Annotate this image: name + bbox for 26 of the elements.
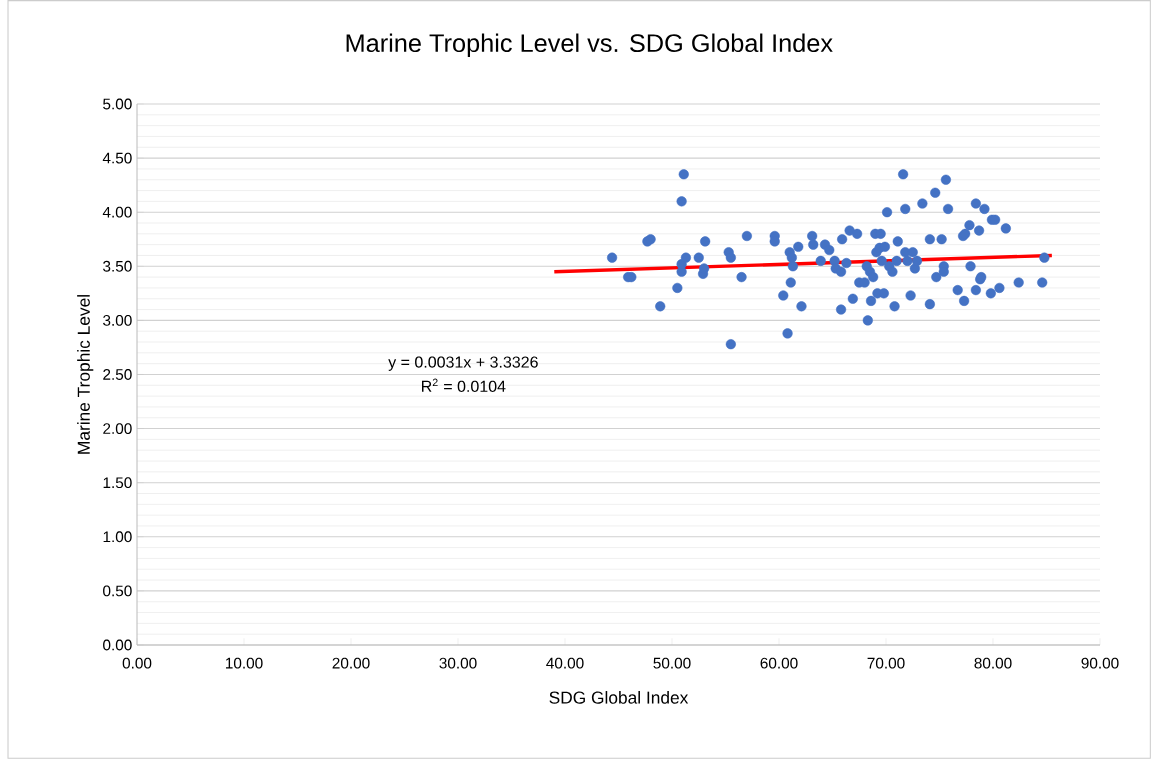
x-tick-label: 90.00 <box>1081 657 1119 669</box>
x-tick-label: 40.00 <box>546 657 584 669</box>
x-tick-label: 70.00 <box>867 657 905 669</box>
x-tick-label: 80.00 <box>974 657 1012 669</box>
y-tick-label: 1.50 <box>103 477 132 489</box>
x-tick-label: 0.00 <box>122 657 152 669</box>
chart-title: Marine Trophic Level vs. SDG Global Index <box>346 33 833 58</box>
y-tick-label: 1.00 <box>103 531 132 543</box>
x-axis-title: SDG Global Index <box>549 691 689 704</box>
y-tick-label: 2.00 <box>103 423 132 435</box>
y-tick-label: 3.00 <box>103 314 132 326</box>
x-tick-label: 20.00 <box>332 657 370 669</box>
y-tick-label: 5.00 <box>103 98 132 110</box>
y-tick-label: 4.00 <box>102 206 132 218</box>
x-tick-label: 60.00 <box>760 657 798 669</box>
y-axis-title: Marine Trophic Level <box>77 295 94 454</box>
y-tick-label: 0.00 <box>103 639 132 651</box>
y-tick-label: 3.50 <box>103 260 132 272</box>
x-tick-label: 10.00 <box>226 657 263 669</box>
annotation: y = 0.0031x + 3.3326 <box>388 356 538 371</box>
y-tick-label: 2.50 <box>103 369 132 380</box>
y-tick-label: 0.50 <box>103 585 132 597</box>
annotation: R$^{2}$ = 0.0104 <box>422 378 506 392</box>
x-tick-label: 30.00 <box>439 657 477 669</box>
x-tick-label: 50.00 <box>653 657 691 669</box>
y-tick-label: 4.50 <box>102 152 132 164</box>
